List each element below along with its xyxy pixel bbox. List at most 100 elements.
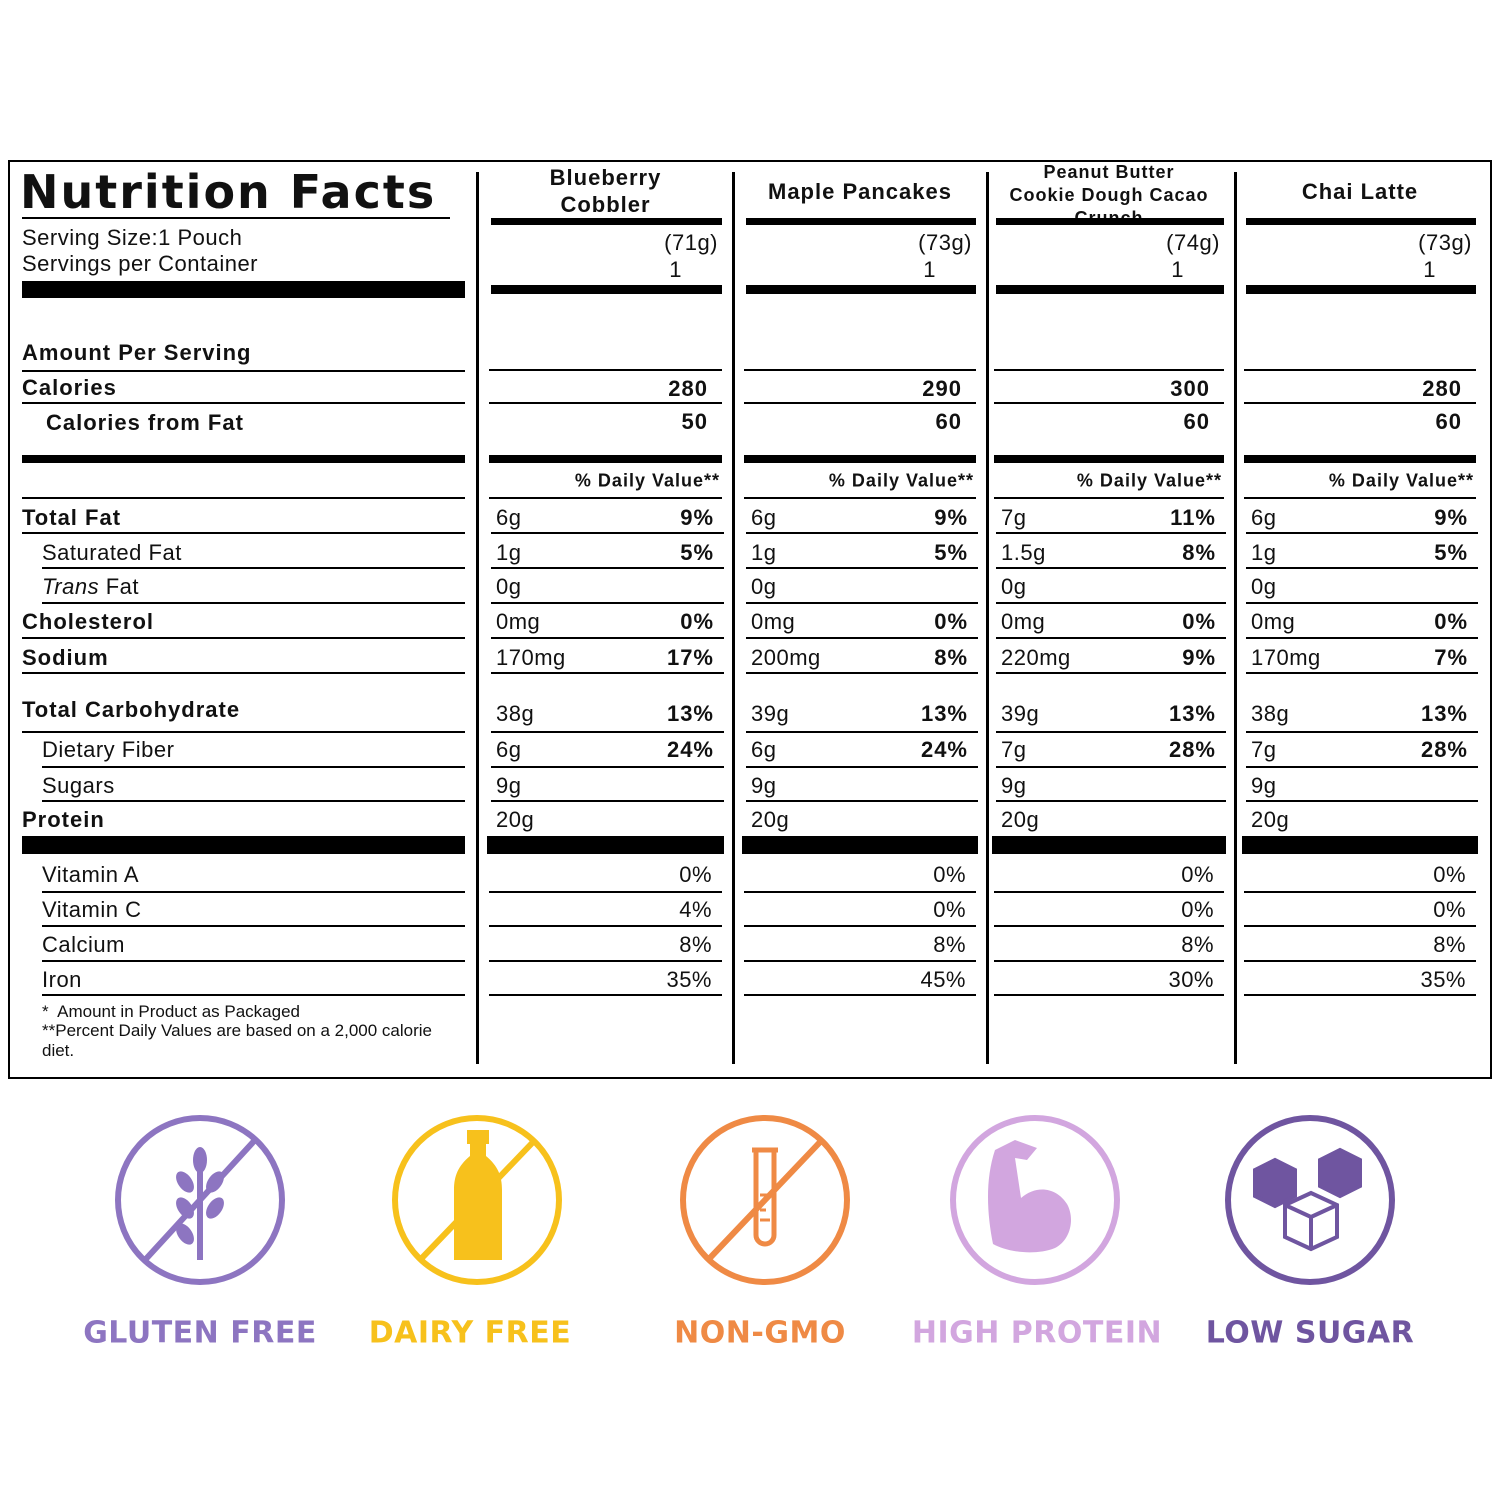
rule <box>1244 369 1476 371</box>
badge-label: DAIRY FREE <box>368 1315 572 1351</box>
rule <box>489 960 722 962</box>
amount: 7g <box>1251 737 1277 762</box>
daily-value: 24% <box>920 737 968 762</box>
calories-label: Calories <box>22 375 117 400</box>
daily-value-header: % Daily Value** <box>1076 470 1222 491</box>
badge-label: NON-GMO <box>674 1315 846 1351</box>
badge-label: GLUTEN FREE <box>83 1315 317 1351</box>
rule <box>744 960 976 962</box>
rule <box>994 402 1224 404</box>
daily-value: 24% <box>666 737 714 762</box>
low-sugar-icon <box>1225 1115 1395 1285</box>
amount: 1g <box>751 540 777 565</box>
daily-value: 0% <box>1434 609 1468 634</box>
amount: 0g <box>751 574 777 599</box>
amount: 0mg <box>496 609 541 634</box>
amount: 20g <box>751 807 790 832</box>
nutrient-label: Sugars <box>42 773 115 798</box>
thick-rule <box>489 455 722 463</box>
rule <box>996 766 1226 768</box>
rule <box>1244 960 1476 962</box>
daily-value: 7% <box>1434 645 1468 670</box>
daily-value: 13% <box>666 701 714 726</box>
thick-rule <box>22 281 465 298</box>
column-divider <box>1234 172 1237 1064</box>
rule <box>746 766 978 768</box>
calories-from-fat: 60 <box>1435 409 1462 434</box>
rule <box>746 532 978 534</box>
rule <box>744 497 976 499</box>
amount: 0mg <box>1001 609 1046 634</box>
serving-weight: (71g) <box>664 230 718 255</box>
calories: 290 <box>922 376 962 401</box>
nutrient-label: Total Fat <box>22 505 122 530</box>
thick-rule <box>996 218 1224 225</box>
amount: 0mg <box>751 609 796 634</box>
daily-value: 17% <box>666 645 714 670</box>
rule <box>491 731 724 733</box>
vitamin-value: 0% <box>933 897 966 922</box>
rule <box>744 402 976 404</box>
rule <box>744 994 976 996</box>
daily-value: 5% <box>680 540 714 565</box>
thick-rule <box>746 285 976 294</box>
title: Nutrition Facts <box>20 165 437 219</box>
amount: 7g <box>1001 505 1027 530</box>
amount: 170mg <box>496 645 566 670</box>
rule <box>489 369 722 371</box>
amount: 6g <box>1251 505 1277 530</box>
rule <box>994 925 1224 927</box>
rule <box>744 925 976 927</box>
rule <box>996 731 1226 733</box>
thick-rule <box>992 836 1226 854</box>
servings-label: Servings per Container <box>22 251 259 276</box>
rule <box>491 602 724 604</box>
daily-value: 11% <box>1170 505 1216 530</box>
vitamin-value: 4% <box>679 897 712 922</box>
rule <box>42 994 465 996</box>
rule <box>994 994 1224 996</box>
thick-rule <box>1246 218 1476 225</box>
calories-from-fat-label: Calories from Fat <box>46 410 244 435</box>
daily-value: 28% <box>1420 737 1468 762</box>
amount: 9g <box>1001 773 1027 798</box>
footnote: **Percent Daily Values are based on a 2,… <box>42 1021 432 1060</box>
non-gmo-icon <box>680 1115 850 1285</box>
rule <box>746 800 978 802</box>
rule <box>996 532 1226 534</box>
thick-rule <box>1242 836 1478 854</box>
column-divider <box>732 172 735 1064</box>
thick-rule <box>744 455 976 463</box>
rule <box>1246 800 1478 802</box>
column-divider <box>986 172 989 1064</box>
rule <box>746 672 978 674</box>
dairy-free-icon <box>392 1115 562 1285</box>
badge-label: LOW SUGAR <box>1205 1315 1415 1351</box>
amount: 0g <box>496 574 522 599</box>
thick-rule <box>1246 285 1476 294</box>
column-divider <box>476 172 479 1064</box>
nutrient-label-text: Fat <box>105 574 140 599</box>
rule <box>1246 532 1478 534</box>
vitamin-value: 0% <box>1181 862 1214 887</box>
rule <box>42 925 465 927</box>
vitamin-value: 8% <box>1433 932 1466 957</box>
nutrient-label: Saturated Fat <box>42 540 182 565</box>
servings: 1 <box>1423 257 1436 282</box>
rule <box>1246 672 1478 674</box>
amount: 39g <box>1001 701 1040 726</box>
rule <box>1246 766 1478 768</box>
amount: 9g <box>1251 773 1277 798</box>
product-name: Peanut Butter Cookie Dough Cacao Crunch <box>1009 161 1209 228</box>
rule <box>1244 994 1476 996</box>
rule <box>491 766 724 768</box>
thick-rule <box>746 218 976 225</box>
vitamin-value: 35% <box>666 967 712 992</box>
vitamin-label: Vitamin C <box>42 897 142 922</box>
rule <box>1244 891 1476 893</box>
rule <box>489 402 722 404</box>
daily-value: 0% <box>1182 609 1216 634</box>
amount: 6g <box>496 505 522 530</box>
calories: 280 <box>668 376 708 401</box>
vitamin-label: Calcium <box>42 932 125 957</box>
